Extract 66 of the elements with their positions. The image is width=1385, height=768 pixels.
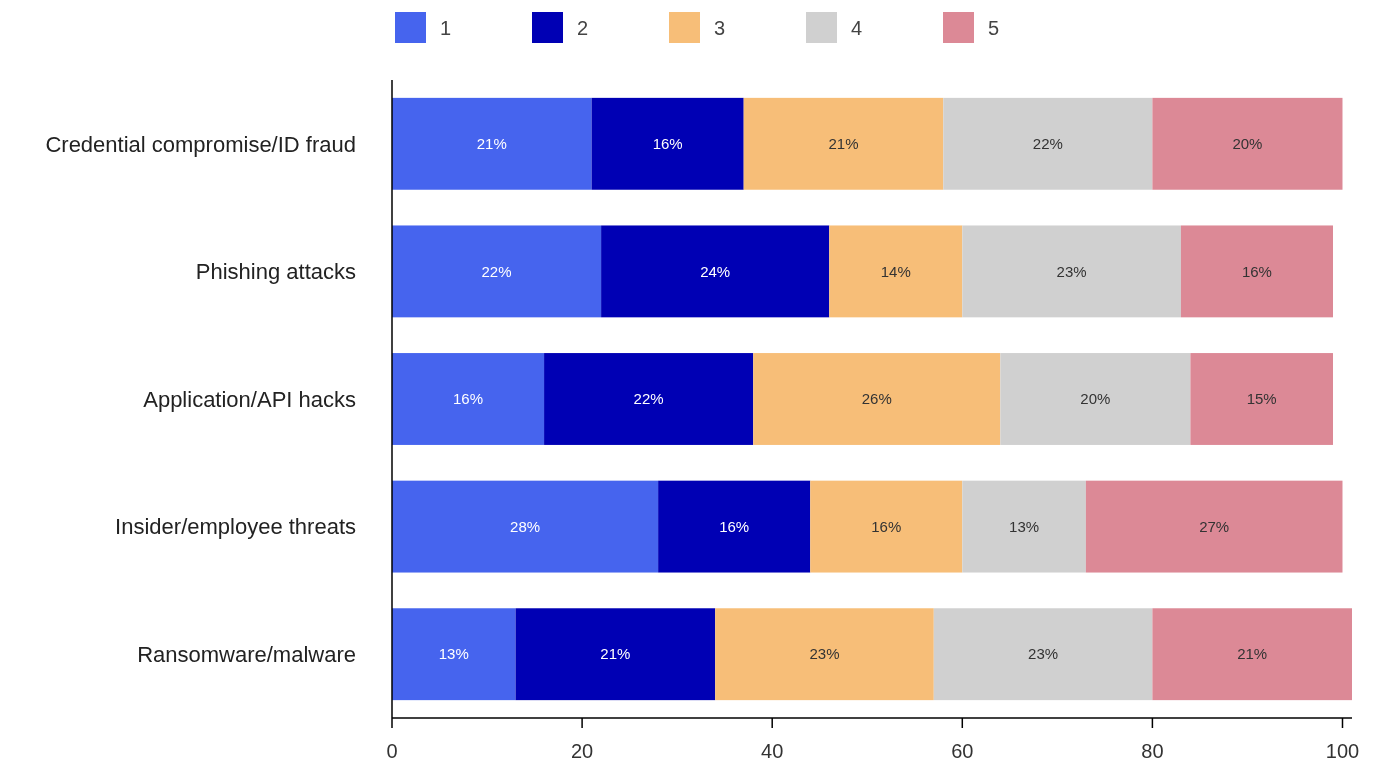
data-label: 23% <box>809 645 840 663</box>
x-tick-label: 0 <box>386 740 398 762</box>
bar <box>753 353 1001 445</box>
x-tick-label: 80 <box>1141 740 1164 762</box>
y-tick-label: Ransomware/malware <box>137 641 356 667</box>
data-label: 22% <box>1032 135 1063 153</box>
bar <box>1000 353 1191 445</box>
data-label: 23% <box>1056 262 1087 280</box>
bar <box>933 608 1153 701</box>
data-label: 21% <box>828 135 859 153</box>
bar <box>1180 225 1333 318</box>
bar <box>544 353 754 445</box>
data-label: 16% <box>871 517 902 535</box>
legend-label: 4 <box>851 17 863 39</box>
x-tick-label: 100 <box>1325 740 1360 762</box>
bar <box>591 97 744 190</box>
bar <box>515 608 716 701</box>
data-label: 28% <box>510 517 541 535</box>
bar <box>1190 353 1333 445</box>
bar <box>743 97 944 190</box>
y-tick-label: Phishing attacks <box>195 259 356 285</box>
data-label: 24% <box>700 262 731 280</box>
x-tick-label: 60 <box>951 740 974 762</box>
data-label: 16% <box>719 517 750 535</box>
data-label: 21% <box>476 135 507 153</box>
y-tick-label: Application/API hacks <box>143 386 356 412</box>
legend-label: 1 <box>440 17 452 39</box>
bar <box>1152 608 1352 701</box>
bar <box>715 608 934 701</box>
bar <box>962 480 1086 573</box>
bar <box>392 225 602 318</box>
data-label: 23% <box>1028 645 1059 663</box>
data-label: 20% <box>1232 135 1263 153</box>
data-label: 20% <box>1080 390 1111 408</box>
data-label: 15% <box>1246 390 1277 408</box>
data-label: 13% <box>1009 517 1040 535</box>
bar <box>601 225 830 318</box>
bar <box>392 97 592 190</box>
data-label: 16% <box>652 135 683 153</box>
bar <box>810 480 963 573</box>
y-tick-label: Credential compromise/ID fraud <box>45 131 356 157</box>
data-label: 27% <box>1199 517 1230 535</box>
legend-label: 3 <box>714 17 726 39</box>
y-tick-label: Insider/employee threats <box>115 514 356 540</box>
data-label: 21% <box>600 645 631 663</box>
bar <box>1152 97 1343 190</box>
data-label: 22% <box>481 262 512 280</box>
bar <box>1085 480 1343 573</box>
bar <box>658 480 811 573</box>
bar <box>392 353 545 445</box>
data-label: 16% <box>1241 262 1272 280</box>
bar <box>392 480 659 573</box>
legend-label: 2 <box>577 17 589 39</box>
data-label: 14% <box>880 262 911 280</box>
legend-label: 5 <box>988 17 1000 39</box>
bar <box>943 97 1153 190</box>
data-label: 13% <box>438 645 469 663</box>
data-label: 16% <box>453 390 484 408</box>
bar <box>829 225 963 318</box>
data-label: 26% <box>861 390 892 408</box>
data-label: 21% <box>1237 645 1268 663</box>
x-tick-label: 20 <box>570 740 594 762</box>
data-label: 22% <box>633 390 664 408</box>
x-tick-label: 40 <box>761 740 784 762</box>
bar <box>392 608 516 701</box>
bar <box>962 225 1181 318</box>
